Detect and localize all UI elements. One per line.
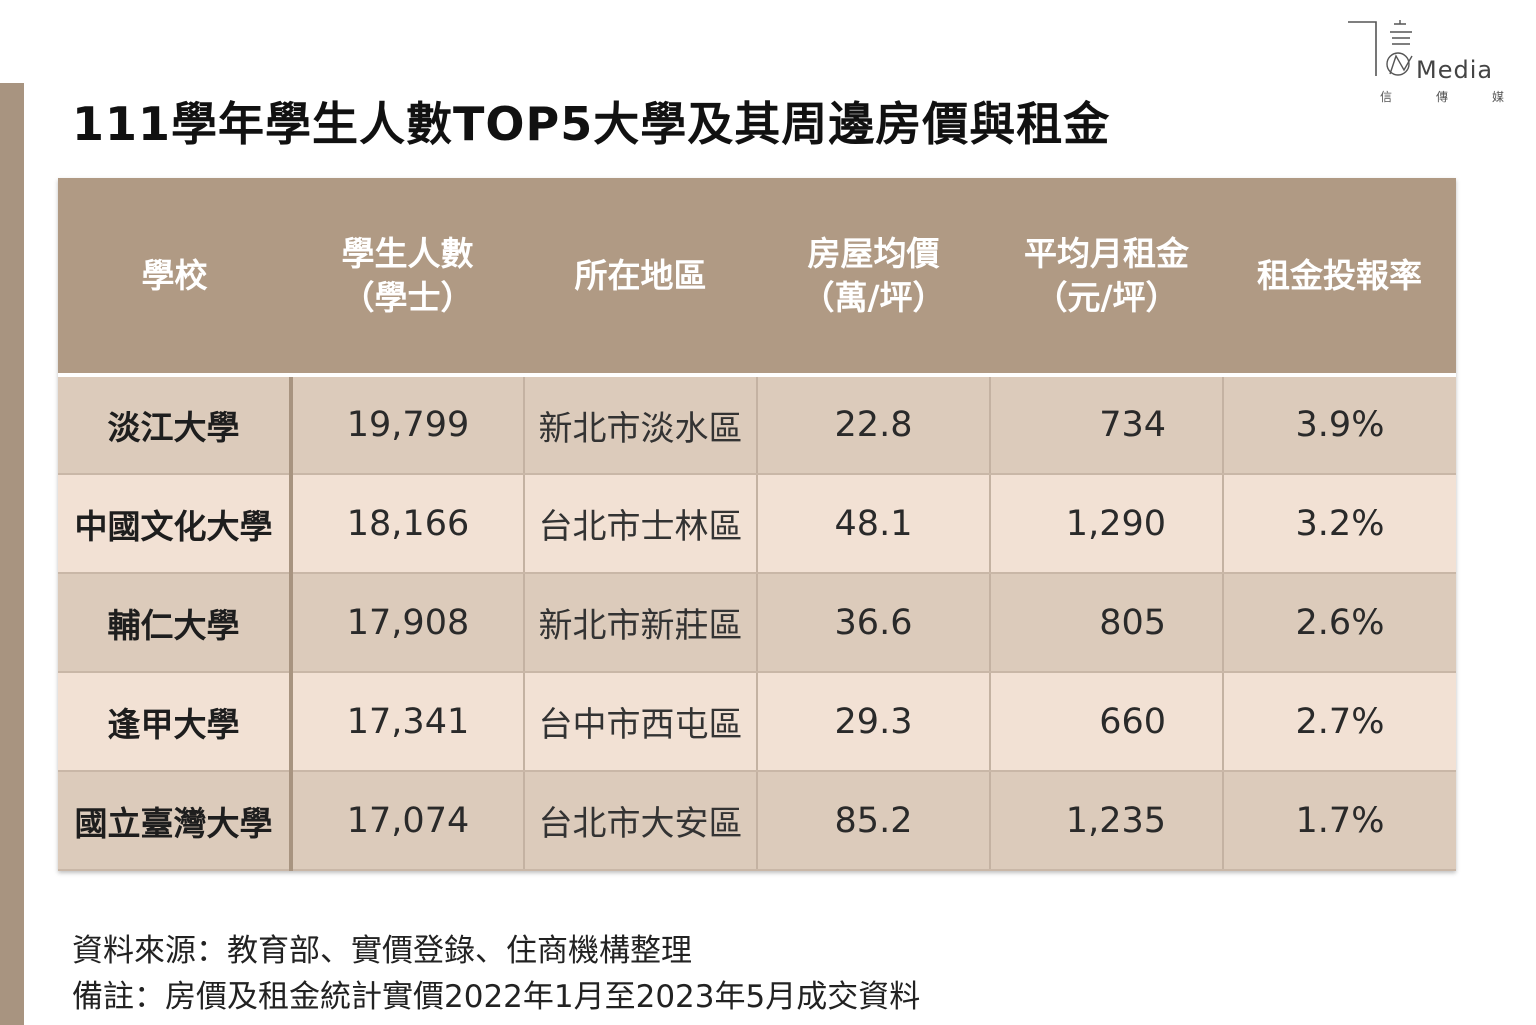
cell-avg-price: 85.2 (756, 771, 990, 871)
header-rental-yield: 租金投報率 (1223, 178, 1456, 377)
cell-students: 18,166 (289, 474, 524, 574)
cell-rental-yield: 3.9% (1222, 375, 1456, 475)
brand-logo: Media 信 傳 媒 (1340, 18, 1510, 108)
cell-school: 逢甲大學 (58, 672, 291, 772)
left-accent-bar (0, 83, 24, 1025)
cell-district: 台北市大安區 (523, 771, 757, 871)
cell-rental-yield: 3.2% (1222, 474, 1456, 574)
cell-avg-rent: 660 (989, 672, 1223, 772)
cell-district: 新北市新莊區 (523, 573, 757, 673)
table-row: 逢甲大學 17,341 台中市西屯區 29.3 660 2.7% (58, 672, 1456, 772)
cell-avg-rent: 805 (989, 573, 1223, 673)
header-district: 所在地區 (524, 178, 757, 377)
cell-rental-yield: 2.7% (1222, 672, 1456, 772)
table-row: 中國文化大學 18,166 台北市士林區 48.1 1,290 3.2% (58, 474, 1456, 574)
cell-students: 19,799 (289, 375, 524, 475)
header-students: 學生人數 （學士） (291, 178, 524, 377)
table-row: 國立臺灣大學 17,074 台北市大安區 85.2 1,235 1.7% (58, 771, 1456, 871)
cell-rental-yield: 1.7% (1222, 771, 1456, 871)
logo-sub-char: 信 (1380, 90, 1393, 104)
header-avg-rent: 平均月租金 （元/坪） (990, 178, 1223, 377)
header-avg-price: 房屋均價 （萬/坪） (757, 178, 990, 377)
cell-rental-yield: 2.6% (1222, 573, 1456, 673)
cell-students: 17,341 (289, 672, 524, 772)
logo-sub-char: 媒 (1491, 90, 1504, 104)
cell-avg-price: 48.1 (756, 474, 990, 574)
cell-district: 台北市士林區 (523, 474, 757, 574)
cell-school: 輔仁大學 (58, 573, 291, 673)
cell-avg-price: 22.8 (756, 375, 990, 475)
cell-students: 17,908 (289, 573, 524, 673)
page-title: 111學年學生人數TOP5大學及其周邊房價與租金 (72, 97, 1111, 151)
remark-note: 備註：房價及租金統計實價2022年1月至2023年5月成交資料 (72, 979, 921, 1015)
logo-mark-icon (1348, 20, 1413, 76)
header-school: 學校 (58, 178, 291, 377)
logo-wordmark: Media (1416, 56, 1494, 84)
logo-subtitle: 信 傳 媒 (1380, 88, 1504, 105)
table-row: 淡江大學 19,799 新北市淡水區 22.8 734 3.9% (58, 375, 1456, 475)
table-body: 淡江大學 19,799 新北市淡水區 22.8 734 3.9% 中國文化大學 … (58, 375, 1456, 871)
footnotes: 資料來源：教育部、實價登錄、住商機構整理 備註：房價及租金統計實價2022年1月… (72, 928, 920, 1020)
cell-school: 國立臺灣大學 (58, 771, 291, 871)
header-row: 學校 學生人數 （學士） 所在地區 房屋均價 （萬/坪） 平均月租金 （元/坪）… (58, 178, 1456, 377)
cell-school: 淡江大學 (58, 375, 291, 475)
cell-students: 17,074 (289, 771, 524, 871)
cell-district: 新北市淡水區 (523, 375, 757, 475)
cell-avg-price: 36.6 (756, 573, 990, 673)
logo-sub-char: 傳 (1435, 90, 1448, 104)
cell-avg-rent: 1,290 (989, 474, 1223, 574)
university-housing-table: 學校 學生人數 （學士） 所在地區 房屋均價 （萬/坪） 平均月租金 （元/坪）… (58, 178, 1456, 871)
source-note: 資料來源：教育部、實價登錄、住商機構整理 (72, 933, 692, 969)
cell-school: 中國文化大學 (58, 474, 291, 574)
table-header: 學校 學生人數 （學士） 所在地區 房屋均價 （萬/坪） 平均月租金 （元/坪）… (58, 178, 1456, 377)
table-row: 輔仁大學 17,908 新北市新莊區 36.6 805 2.6% (58, 573, 1456, 673)
cell-avg-rent: 734 (989, 375, 1223, 475)
cell-avg-rent: 1,235 (989, 771, 1223, 871)
cell-avg-price: 29.3 (756, 672, 990, 772)
cell-district: 台中市西屯區 (523, 672, 757, 772)
